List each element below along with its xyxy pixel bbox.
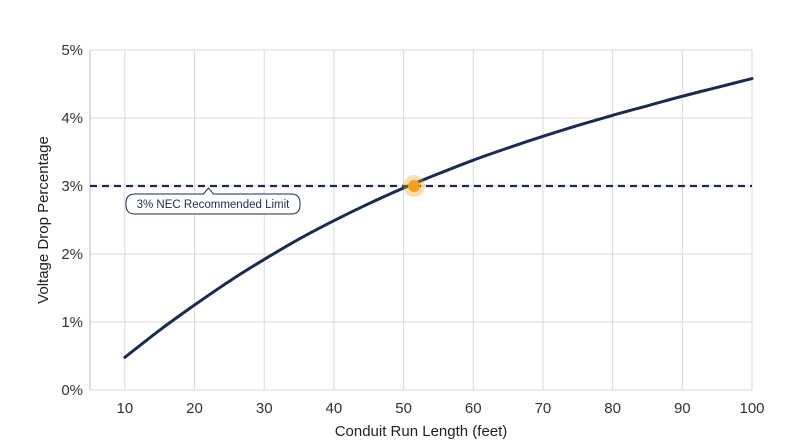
series-line	[123, 77, 754, 359]
reference-line-label: 3% NEC Recommended Limit	[137, 199, 291, 211]
x-tick-label: 100	[739, 400, 764, 417]
highlight-point-group	[403, 175, 426, 197]
x-tick-label: 10	[116, 400, 133, 417]
callout-bubble	[125, 187, 301, 215]
grid	[90, 49, 753, 391]
x-tick-label: 50	[395, 400, 412, 417]
highlight-point	[408, 180, 421, 192]
y-tick-label: 0%	[61, 382, 83, 399]
x-axis-title: Conduit Run Length (feet)	[335, 423, 508, 440]
x-tick-label: 80	[604, 400, 621, 417]
x-tick-label: 90	[674, 400, 691, 417]
y-tick-label: 2%	[61, 246, 83, 263]
series-group	[123, 77, 754, 359]
x-tick-label: 20	[186, 400, 203, 417]
y-axis-title: Voltage Drop Percentage	[35, 136, 52, 304]
y-tick-label: 3%	[61, 178, 83, 195]
y-tick-label: 1%	[61, 314, 83, 331]
x-tick-label: 70	[535, 400, 552, 417]
axes: 0% 1% 2% 3% 4% 5% 10 20 30 40 50 60 70 80 90 100	[61, 42, 764, 417]
y-tick-label: 4%	[61, 110, 83, 127]
y-tick-label: 5%	[61, 42, 83, 59]
x-tick-label: 30	[256, 400, 273, 417]
x-tick-label: 60	[465, 400, 482, 417]
reference-callout: 3% NEC Recommended Limit	[125, 187, 301, 215]
x-tick-label: 40	[326, 400, 343, 417]
